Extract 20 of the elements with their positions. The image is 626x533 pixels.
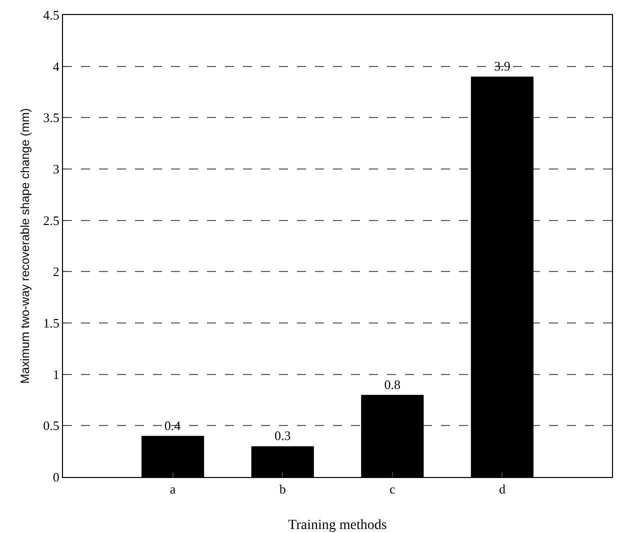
x-tick-label: d bbox=[498, 482, 506, 497]
y-tick-label: 4.5 bbox=[43, 8, 60, 23]
data-label: 0.4 bbox=[164, 418, 182, 433]
y-axis-title: Maximum two-way recoverable shape change (mm) bbox=[18, 108, 32, 384]
x-tick-label: a bbox=[170, 482, 176, 497]
y-tick-label: 2 bbox=[52, 264, 60, 280]
y-tick-label: 3.5 bbox=[43, 110, 60, 126]
x-axis-title: Training methods bbox=[288, 518, 387, 533]
y-tick-label: 4 bbox=[52, 58, 60, 74]
y-tick-label: 3 bbox=[52, 162, 60, 177]
y-tick-label: 0.5 bbox=[43, 418, 60, 434]
data-label: 0.8 bbox=[384, 376, 401, 392]
x-tick-label: c bbox=[390, 482, 396, 497]
x-tick-label: b bbox=[279, 482, 286, 497]
y-tick-label: 2.5 bbox=[43, 212, 60, 228]
data-label: 0.3 bbox=[274, 428, 291, 444]
data-label: 3.9 bbox=[494, 58, 510, 74]
y-tick-label: 1 bbox=[52, 366, 60, 382]
y-tick-label: 0 bbox=[52, 470, 60, 485]
y-tick-label: 1.5 bbox=[43, 316, 60, 331]
